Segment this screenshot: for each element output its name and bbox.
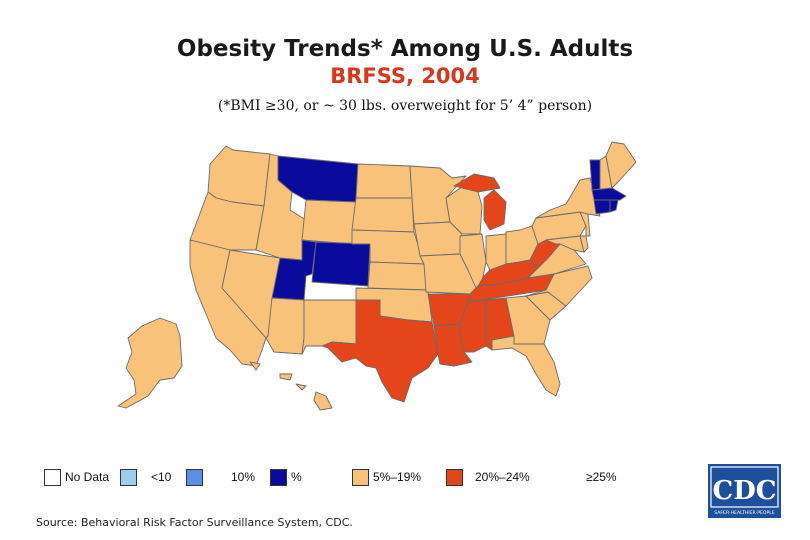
state-fl[interactable] [491,335,561,397]
legend-swatch-20-24 [352,468,369,486]
state-az[interactable] [265,297,305,355]
state-nd[interactable] [355,163,413,199]
state-in[interactable] [485,233,507,271]
legend-lt10: <10 [120,465,171,489]
map-subtitle: BRFSS, 2004 [330,64,480,88]
state-ak[interactable] [117,317,183,409]
legend-label-15-19-fragment: % [291,470,302,484]
state-co[interactable] [311,241,371,287]
cdc-logo-text: CDC [713,476,777,506]
state-vt[interactable] [589,159,601,191]
state-mi[interactable] [453,173,507,231]
cdc-logo-tagline: SAFER·HEALTHIER·PEOPLE [714,510,775,516]
state-hi[interactable] [249,361,333,411]
state-ma[interactable] [591,187,627,201]
us-states-map [117,141,637,411]
state-tx[interactable] [321,299,439,403]
state-ct[interactable] [593,199,611,215]
state-me[interactable] [605,141,637,189]
legend-swatch-no-data [44,468,61,486]
cdc-logo: CDC SAFER·HEALTHIER·PEOPLE [708,464,781,518]
legend-15-19-mid: % [270,465,302,489]
legend-swatch-25plus [446,468,463,486]
state-wa[interactable] [207,145,271,207]
legend-label-no-data: No Data [65,470,110,484]
legend-25plus: 20%–24% [446,465,530,489]
state-ny[interactable] [535,177,601,219]
legend-swatch-10-14 [186,468,203,486]
legend-swatch-15-19 [270,468,287,486]
legend-label-20-24: 20%–24% [475,470,530,484]
bmi-note: (*BMI ≥30, or ~ 30 lbs. overweight for 5… [217,98,593,114]
legend-label-lt10: <10 [151,470,172,484]
source-citation: Source: Behavioral Risk Factor Surveilla… [36,516,353,529]
legend-10-14: 10% [186,465,255,489]
state-ri[interactable] [609,199,619,213]
state-sd[interactable] [351,197,415,233]
legend-label-15-19: 5%–19% [373,470,422,484]
map-title: Obesity Trends* Among U.S. Adults [176,36,634,62]
legend-ge25: ≥25% [582,465,617,489]
legend-label-ge25: ≥25% [586,470,617,484]
legend-20-24: 5%–19% [352,465,421,489]
legend-swatch-lt10 [120,468,137,486]
state-ks[interactable] [367,261,429,291]
state-wy[interactable] [301,199,357,245]
legend-no-data: No Data [44,465,109,489]
state-de[interactable] [579,235,589,253]
legend-label-10-14: 10% [231,470,256,484]
cdc-logo-frame [710,466,779,508]
cdc-logo-background [708,464,781,518]
